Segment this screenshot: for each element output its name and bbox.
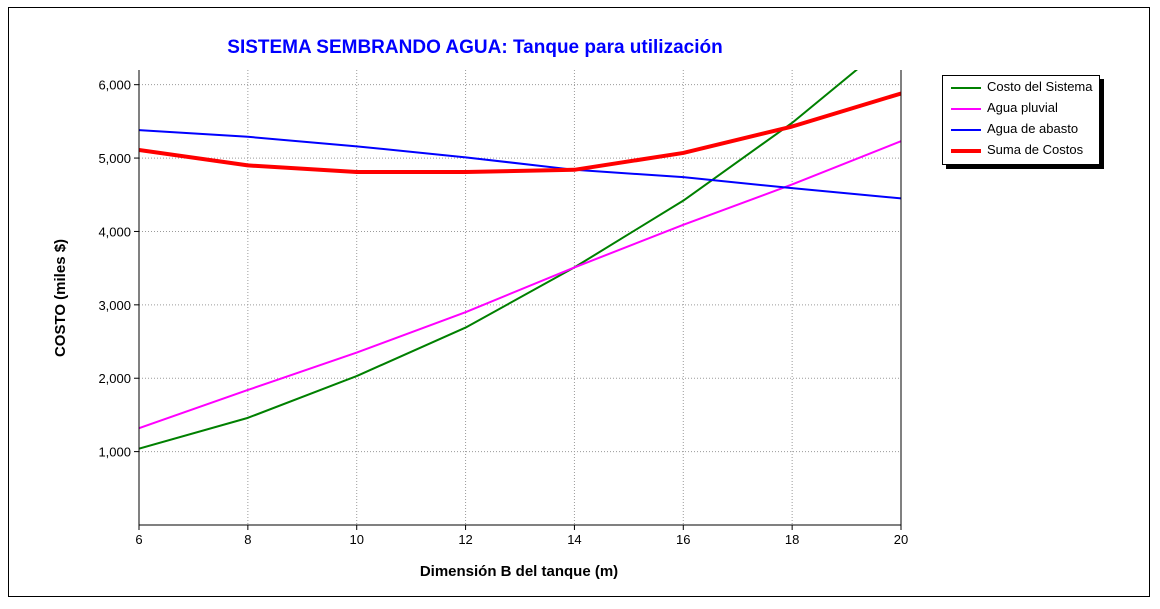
legend-label: Agua de abasto: [987, 121, 1079, 136]
legend-label: Costo del Sistema: [987, 79, 1093, 94]
legend-swatch: [951, 149, 981, 153]
x-tick-label: 16: [676, 532, 690, 547]
legend-label: Suma de Costos: [987, 142, 1084, 157]
axes: [138, 70, 902, 526]
x-tick-label: 12: [458, 532, 472, 547]
y-tick-label: 6,000: [98, 78, 131, 93]
y-axis-label: COSTO (miles $): [52, 239, 69, 357]
legend: Costo del Sistema Agua pluvial Agua de aba…: [942, 75, 1100, 165]
legend-item: Agua pluvial: [943, 99, 1099, 120]
legend-item: Suma de Costos: [943, 141, 1099, 162]
y-tick-label: 5,000: [98, 151, 131, 166]
x-tick-label: 20: [894, 532, 908, 547]
legend-label: Agua pluvial: [987, 100, 1058, 115]
y-tick-label: 3,000: [98, 298, 131, 313]
tick-labels: 6 8 10 12 14 16 18 20 1,000 2,000 3,000 4,000 5,000 6…: [98, 78, 908, 547]
series-line-4: [139, 91, 901, 175]
legend-swatch: [951, 129, 981, 131]
x-tick-label: 6: [135, 532, 142, 547]
series-line-1: [139, 70, 858, 450]
chart-title: SISTEMA SEMBRANDO AGUA: Tanque para util…: [227, 37, 722, 58]
x-tick-label: 14: [567, 532, 581, 547]
legend-item: Agua de abasto: [943, 120, 1099, 141]
x-tick-label: 8: [244, 532, 251, 547]
series-line-3: [139, 129, 901, 200]
chart-svg: SISTEMA SEMBRANDO AGUA: Tanque para util…: [52, 37, 908, 580]
y-tick-label: 4,000: [98, 224, 131, 239]
y-tick-label: 2,000: [98, 371, 131, 386]
x-tick-label: 10: [349, 532, 363, 547]
x-axis-label: Dimensión B del tanque (m): [420, 563, 618, 580]
x-tick-label: 18: [785, 532, 799, 547]
legend-swatch: [951, 87, 981, 89]
legend-swatch: [951, 108, 981, 110]
legend-item: Costo del Sistema: [943, 78, 1099, 99]
series-line-2: [139, 140, 901, 430]
series-lines: [139, 70, 901, 450]
chart-frame: SISTEMA SEMBRANDO AGUA: Tanque para util…: [8, 7, 1150, 597]
y-tick-label: 1,000: [98, 445, 131, 460]
